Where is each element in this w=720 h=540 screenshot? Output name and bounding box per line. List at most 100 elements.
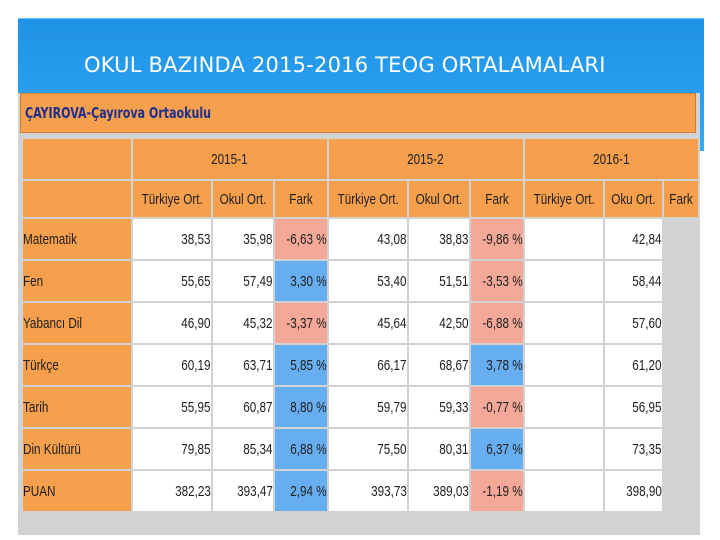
value-text: 382,23 bbox=[175, 482, 211, 500]
table-row: Din Kültürü 79,85 85,34 6,88 % 75,50 80,31 6,3… bbox=[23, 429, 698, 469]
value-cell bbox=[524, 387, 603, 427]
value-text: 60,19 bbox=[181, 356, 211, 374]
value-cell: 75,50 bbox=[328, 429, 407, 469]
value-cell: 59,79 bbox=[328, 387, 407, 427]
year-label: 2016-1 bbox=[593, 150, 630, 168]
value-text: 66,17 bbox=[377, 356, 407, 374]
value-text: 38,53 bbox=[181, 230, 211, 248]
value-text: 42,50 bbox=[439, 314, 469, 332]
column-header-label: Türkiye Ort. bbox=[337, 190, 399, 208]
column-header-label: Okul Ort. bbox=[219, 190, 267, 208]
value-text: 393,73 bbox=[371, 482, 407, 500]
column-header: Okul Ort. bbox=[212, 181, 273, 217]
year-label: 2015-1 bbox=[211, 150, 248, 168]
year-header-3: 2016-1 bbox=[524, 139, 698, 179]
column-header-label: Fark bbox=[485, 190, 509, 208]
value-cell: -3,53 % bbox=[470, 261, 523, 301]
table-row: PUAN 382,23 393,47 2,94 % 393,73 389,03 -1,19 … bbox=[23, 471, 698, 511]
column-header-label: Türkiye Ort. bbox=[141, 190, 203, 208]
value-text: 46,90 bbox=[181, 314, 211, 332]
value-text: 3,30 % bbox=[290, 272, 327, 290]
value-cell: 3,78 % bbox=[470, 345, 523, 385]
value-cell: -9,86 % bbox=[470, 219, 523, 259]
value-cell: -1,19 % bbox=[470, 471, 523, 511]
value-cell bbox=[524, 429, 603, 469]
subject-cell: Din Kültürü bbox=[23, 429, 131, 469]
value-cell: 43,08 bbox=[328, 219, 407, 259]
value-cell: 63,71 bbox=[212, 345, 273, 385]
value-cell: 38,83 bbox=[408, 219, 469, 259]
column-header: Fark bbox=[663, 181, 698, 217]
value-text: 85,34 bbox=[243, 440, 273, 458]
value-text: 59,79 bbox=[377, 398, 407, 416]
value-cell: 60,19 bbox=[132, 345, 211, 385]
value-cell: 38,53 bbox=[132, 219, 211, 259]
column-header-label: Fark bbox=[669, 190, 693, 208]
value-text: 5,85 % bbox=[290, 356, 327, 374]
value-text: -1,19 % bbox=[482, 482, 523, 500]
value-text: 42,84 bbox=[632, 230, 662, 248]
value-text: 38,83 bbox=[439, 230, 469, 248]
value-text: 55,95 bbox=[181, 398, 211, 416]
table-row: Fen 55,65 57,49 3,30 % 53,40 51,51 -3,53 % 58,4… bbox=[23, 261, 698, 301]
subject-label: Matematik bbox=[23, 230, 77, 248]
value-text: -6,88 % bbox=[482, 314, 523, 332]
value-text: 59,33 bbox=[439, 398, 469, 416]
subject-label: Din Kültürü bbox=[23, 440, 81, 458]
value-text: 63,71 bbox=[243, 356, 273, 374]
value-text: -0,77 % bbox=[482, 398, 523, 416]
value-cell: 66,17 bbox=[328, 345, 407, 385]
spreadsheet-image: ÇAYIROVA-Çayırova Ortaokulu 2015-1 2015-2… bbox=[18, 93, 700, 535]
value-text: 398,90 bbox=[625, 482, 662, 500]
value-text: 68,67 bbox=[439, 356, 469, 374]
value-text: -3,37 % bbox=[286, 314, 327, 332]
subject-cell: Matematik bbox=[23, 219, 131, 259]
subject-label: Tarih bbox=[23, 398, 49, 416]
value-text: 51,51 bbox=[439, 272, 469, 290]
value-cell: 45,32 bbox=[212, 303, 273, 343]
value-cell: 51,51 bbox=[408, 261, 469, 301]
value-cell: 393,73 bbox=[328, 471, 407, 511]
subject-label: Fen bbox=[23, 272, 44, 290]
value-text: 2,94 % bbox=[290, 482, 327, 500]
table-row: Matematik 38,53 35,98 -6,63 % 43,08 38,83 -9,8… bbox=[23, 219, 698, 259]
value-text: -3,53 % bbox=[482, 272, 523, 290]
value-text: 79,85 bbox=[181, 440, 211, 458]
column-header-label: Türkiye Ort. bbox=[533, 190, 595, 208]
value-cell: 55,95 bbox=[132, 387, 211, 427]
value-text: 57,60 bbox=[632, 314, 662, 332]
school-name: ÇAYIROVA-Çayırova Ortaokulu bbox=[25, 104, 212, 122]
table-row: Yabancı Dil 46,90 45,32 -3,37 % 45,64 42,50 -6… bbox=[23, 303, 698, 343]
school-header-bar: ÇAYIROVA-Çayırova Ortaokulu bbox=[20, 93, 696, 133]
value-cell bbox=[524, 261, 603, 301]
column-header-label: Okul Ort. bbox=[415, 190, 463, 208]
value-cell: 80,31 bbox=[408, 429, 469, 469]
value-cell: 57,60 bbox=[604, 303, 662, 343]
value-text: 80,31 bbox=[439, 440, 469, 458]
column-header-label: Fark bbox=[289, 190, 313, 208]
slide-title: OKUL BAZINDA 2015-2016 TEOG ORTALAMALARI bbox=[84, 53, 606, 77]
value-text: 60,87 bbox=[243, 398, 273, 416]
value-cell bbox=[524, 303, 603, 343]
value-cell: 382,23 bbox=[132, 471, 211, 511]
empty-cell bbox=[663, 261, 698, 301]
value-cell: 398,90 bbox=[604, 471, 662, 511]
value-cell: 53,40 bbox=[328, 261, 407, 301]
year-header-2: 2015-2 bbox=[328, 139, 523, 179]
value-cell: 42,84 bbox=[604, 219, 662, 259]
value-cell: 60,87 bbox=[212, 387, 273, 427]
column-header: Türkiye Ort. bbox=[328, 181, 407, 217]
value-text: -6,63 % bbox=[286, 230, 327, 248]
empty-cell bbox=[663, 471, 698, 511]
value-cell: 61,20 bbox=[604, 345, 662, 385]
value-text: 61,20 bbox=[632, 356, 662, 374]
value-cell: 59,33 bbox=[408, 387, 469, 427]
value-text: 53,40 bbox=[377, 272, 407, 290]
value-text: 389,03 bbox=[433, 482, 469, 500]
value-cell bbox=[524, 471, 603, 511]
value-cell: 42,50 bbox=[408, 303, 469, 343]
column-header-row: Türkiye Ort. Okul Ort. Fark Türkiye Ort. Oku… bbox=[23, 181, 698, 217]
subject-cell: Tarih bbox=[23, 387, 131, 427]
subject-cell: Türkçe bbox=[23, 345, 131, 385]
empty-cell bbox=[663, 303, 698, 343]
